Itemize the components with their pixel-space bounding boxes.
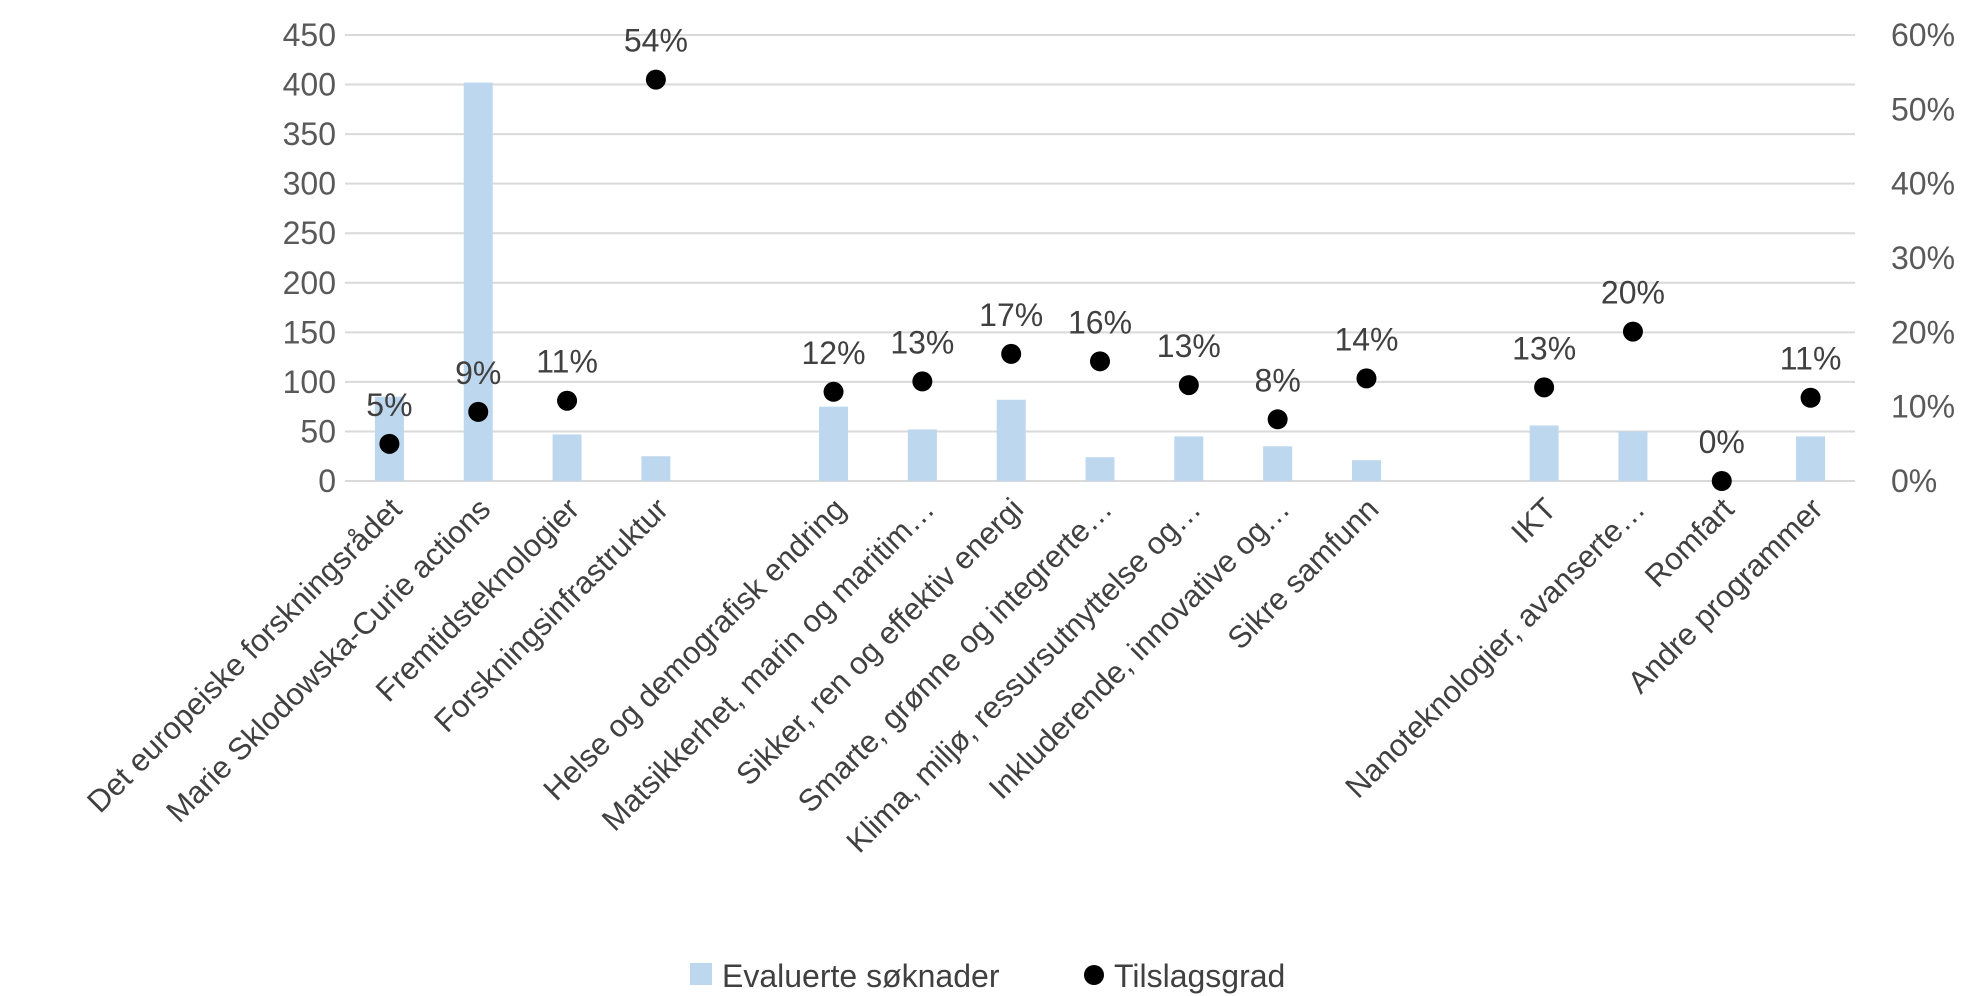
category-label: Sikre samfunn [1221,491,1386,656]
data-labels: 5% 9% 11% 54% 12% 13% 17% 16% 13% 8% 14% 13% 20% 0% 11… [366,23,1841,460]
right-tick-label: 30% [1891,240,1955,276]
rate-data-label: 5% [366,387,412,423]
bar [1618,431,1648,481]
rate-data-label: 11% [1780,341,1842,377]
bar [1796,436,1826,481]
left-tick-label: 200 [283,265,336,301]
left-tick-label: 450 [283,17,336,53]
rate-data-label: 8% [1255,362,1301,398]
rate-data-label: 13% [890,324,954,360]
left-tick-label: 100 [283,364,336,400]
left-tick-label: 0 [318,463,336,499]
bar [552,434,582,481]
rate-point [645,69,666,90]
bar [819,406,849,481]
rate-point [1001,343,1022,364]
bar [1085,457,1115,481]
rate-data-label: 13% [1512,330,1576,366]
right-tick-label: 60% [1891,17,1955,53]
rate-data-label: 20% [1601,275,1665,311]
rate-point [823,381,844,402]
left-tick-label: 400 [283,67,336,103]
right-tick-label: 40% [1891,166,1955,202]
rate-data-label: 54% [624,23,688,59]
right-tick-label: 10% [1891,389,1955,425]
rate-point [1356,368,1377,389]
rate-data-label: 17% [979,297,1043,333]
left-tick-label: 350 [283,116,336,152]
legend-swatch-bars [690,963,712,985]
rate-data-label: 12% [802,335,866,371]
legend-label-bars: Evaluerte søknader [722,958,1000,994]
rate-point [1178,375,1199,396]
rate-point [1267,409,1288,430]
right-tick-label: 50% [1891,91,1955,127]
category-label: Marie Sklodowska-Curie actions [159,491,497,829]
rate-point [468,401,489,422]
rate-series [379,69,1821,491]
rate-point [1622,321,1643,342]
bar [1263,446,1293,481]
left-tick-label: 50 [300,413,336,449]
left-tick-label: 250 [283,215,336,251]
rate-point [1711,471,1732,491]
bar [641,456,671,481]
rate-point [379,433,400,454]
rate-point [557,390,578,411]
rate-point [912,371,933,392]
rate-data-label: 0% [1699,424,1745,460]
gridlines [345,34,1855,482]
legend-swatch-rate [1084,965,1104,985]
category-label: Det europeiske forskningsrådet [80,491,408,819]
rate-data-label: 11% [536,344,598,380]
rate-point [1534,377,1555,398]
legend: Evaluerte søknader Tilslagsgrad [690,958,1285,994]
category-label: IKT [1504,491,1563,550]
bar [996,399,1026,481]
category-label: Nanoteknologier, avanserte… [1338,491,1652,805]
bar-series [374,82,1826,481]
legend-label-rate: Tilslagsgrad [1114,958,1285,994]
rate-data-label: 9% [455,355,501,391]
rate-data-label: 16% [1068,304,1132,340]
rate-point [1090,351,1110,372]
rate-data-label: 14% [1334,321,1398,357]
rate-data-label: 13% [1157,328,1221,364]
bar [1174,436,1204,481]
right-axis-ticks: 0% 10% 20% 30% 40% 50% 60% [1891,17,1955,499]
left-tick-label: 300 [283,166,336,202]
left-axis-ticks: 0 50 100 150 200 250 300 350 400 450 [283,17,336,499]
bar [1529,425,1559,481]
bar [1351,460,1381,481]
rate-point [1800,387,1821,408]
right-tick-label: 20% [1891,314,1955,350]
bar [907,429,937,481]
left-tick-label: 150 [283,314,336,350]
right-tick-label: 0% [1891,463,1937,499]
